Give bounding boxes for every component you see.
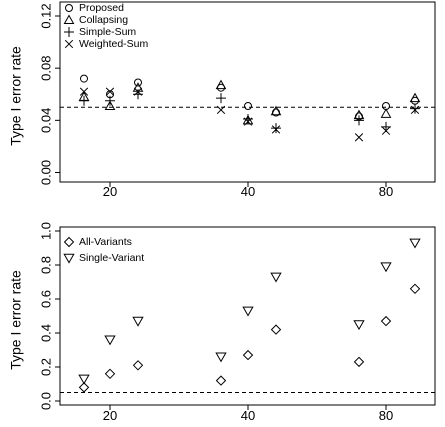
- legend-label-single-variant: Single-Variant: [79, 252, 144, 264]
- data-point-all-variants: [242, 349, 254, 361]
- y-tick-label: 0.8: [38, 256, 53, 274]
- data-point-proposed: [134, 78, 142, 87]
- data-point-single-variant: [353, 320, 365, 331]
- data-point-all-variants: [409, 283, 421, 295]
- data-point-all-variants: [270, 324, 282, 335]
- data-point-simple-sum: [243, 114, 253, 125]
- data-point-single-variant: [242, 306, 254, 317]
- data-point-simple-sum: [216, 93, 226, 104]
- y-tick-label: 0.08: [38, 56, 53, 81]
- data-point-simple-sum: [79, 95, 89, 106]
- y-tick-label: 0.04: [38, 108, 53, 133]
- legend-label-collapsing: Collapsing: [79, 14, 128, 26]
- data-point-single-variant: [380, 262, 392, 273]
- data-point-single-variant: [409, 238, 421, 249]
- x-tick-label: 20: [103, 408, 117, 423]
- legend-label-proposed: Proposed: [79, 2, 124, 14]
- y-tick-label: 0.4: [38, 324, 53, 342]
- legend-marker-collapsing: [63, 14, 75, 24]
- data-point-weighted-sum: [354, 133, 364, 142]
- y-tick-label: 0.2: [38, 358, 53, 376]
- y-tick-label: 0.00: [38, 160, 53, 185]
- data-point-weighted-sum: [105, 87, 115, 96]
- bottom-chart-panel: 0.0 0.2 0.4 0.6 0.8 1.0 20 40 80 Type I error rat…: [8, 222, 436, 423]
- data-point-weighted-sum: [271, 125, 281, 134]
- x-tick-label: 20: [103, 184, 117, 199]
- data-point-weighted-sum: [410, 105, 420, 115]
- data-point-all-variants: [78, 382, 90, 393]
- data-point-simple-sum: [354, 115, 364, 126]
- data-point-all-variants: [104, 368, 116, 380]
- y-tick-label: 1.0: [38, 222, 53, 240]
- y-tick-label: 0.12: [38, 3, 53, 28]
- data-point-collapsing: [270, 105, 282, 116]
- data-point-collapsing: [380, 108, 392, 118]
- x-tick-label: 40: [241, 184, 255, 199]
- data-point-proposed: [244, 101, 252, 110]
- x-tick-label: 40: [241, 408, 255, 423]
- data-point-single-variant: [104, 335, 116, 346]
- legend-marker-all-variants: [63, 236, 75, 248]
- data-point-single-variant: [215, 352, 227, 363]
- data-point-simple-sum: [133, 89, 143, 100]
- legend-marker-proposed: [65, 4, 73, 12]
- x-tick-label: 80: [379, 184, 393, 199]
- legend-label-simple-sum: Simple-Sum: [79, 26, 136, 38]
- data-point-simple-sum: [410, 103, 420, 114]
- data-point-proposed: [80, 74, 88, 83]
- data-point-weighted-sum: [216, 105, 226, 115]
- top-chart-panel: 0.00 0.04 0.08 0.12 20 40 80 Type I error rate P…: [8, 1, 436, 199]
- y-axis-title: Type I error rate: [8, 270, 24, 370]
- y-tick-label: 0.6: [38, 290, 53, 308]
- data-point-all-variants: [380, 315, 392, 327]
- data-point-simple-sum: [271, 123, 281, 134]
- legend-marker-simple-sum: [64, 27, 74, 37]
- legend-marker-single-variant: [63, 253, 75, 264]
- data-point-single-variant: [78, 374, 90, 385]
- data-point-collapsing: [409, 92, 421, 103]
- data-point-collapsing: [104, 100, 116, 110]
- data-point-single-variant: [270, 272, 282, 283]
- data-point-all-variants: [353, 356, 365, 368]
- data-point-simple-sum: [105, 95, 115, 106]
- y-tick-label: 0.0: [38, 392, 53, 410]
- data-point-all-variants: [132, 360, 144, 371]
- legend-label-weighted-sum: Weighted-Sum: [79, 38, 149, 50]
- data-point-weighted-sum: [243, 117, 253, 126]
- x-tick-label: 80: [379, 408, 393, 423]
- y-axis-title: Type I error rate: [8, 46, 24, 146]
- data-point-collapsing: [215, 79, 227, 90]
- legend-marker-weighted-sum: [64, 39, 74, 49]
- data-point-single-variant: [132, 316, 144, 327]
- data-point-all-variants: [215, 375, 227, 386]
- legend-label-all-variants: All-Variants: [79, 236, 132, 248]
- data-point-weighted-sum: [79, 87, 89, 96]
- data-point-weighted-sum: [381, 126, 391, 135]
- data-point-weighted-sum: [133, 87, 143, 96]
